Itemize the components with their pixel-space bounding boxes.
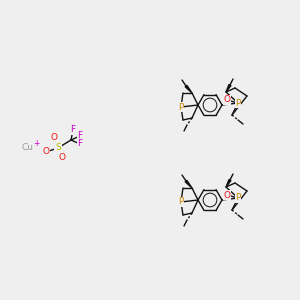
Polygon shape [185,85,192,93]
Text: Cu: Cu [22,143,34,152]
Text: P: P [178,197,184,206]
Text: P: P [235,98,241,107]
Text: F: F [77,140,83,148]
Text: O: O [224,95,230,104]
Polygon shape [226,179,231,187]
Text: O: O [43,148,50,157]
Text: F: F [77,131,83,140]
Text: P: P [235,194,241,202]
Text: F: F [70,125,76,134]
Polygon shape [226,85,231,92]
Text: S: S [55,143,61,152]
Text: +: + [33,139,39,148]
Polygon shape [185,180,192,188]
Text: O: O [224,190,230,200]
Text: O: O [58,152,65,161]
Text: O: O [50,134,58,142]
Text: P: P [178,103,184,112]
